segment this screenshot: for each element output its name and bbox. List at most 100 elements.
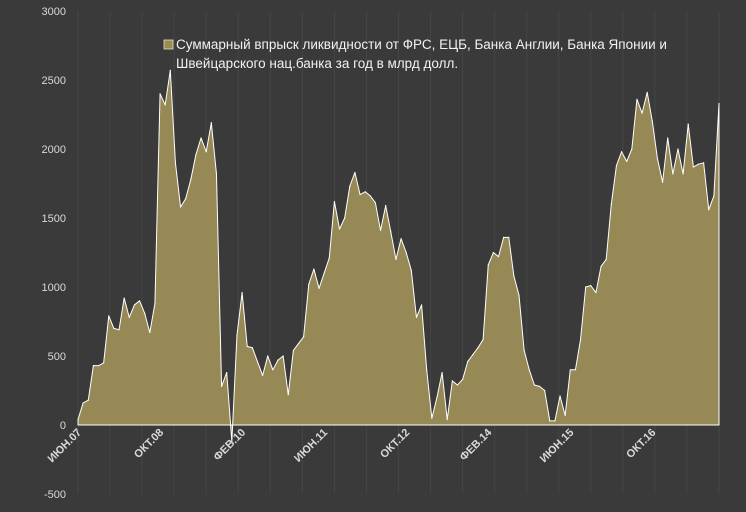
data-point	[379, 229, 382, 232]
data-point	[559, 395, 561, 397]
data-point	[133, 304, 136, 306]
data-point	[718, 102, 720, 105]
data-point	[508, 236, 510, 238]
data-point	[277, 359, 279, 361]
data-point	[205, 151, 207, 153]
data-point	[533, 384, 535, 386]
data-point	[518, 294, 520, 296]
data-point	[672, 173, 674, 175]
data-point	[441, 371, 443, 374]
data-point	[415, 316, 418, 318]
data-point	[431, 417, 433, 419]
data-point	[282, 355, 284, 357]
data-point	[472, 354, 474, 356]
data-point	[503, 236, 505, 238]
data-point	[544, 389, 546, 392]
data-point	[549, 420, 551, 422]
y-tick-label: 500	[48, 351, 66, 363]
data-point	[364, 191, 366, 193]
data-point	[87, 399, 89, 401]
data-point	[677, 148, 679, 150]
data-point	[354, 171, 356, 174]
data-point	[585, 286, 587, 288]
data-point	[426, 369, 428, 371]
legend: Суммарный впрыск ликвидности от ФРС, ЕЦБ…	[163, 37, 667, 71]
data-point	[385, 204, 387, 207]
data-point	[77, 418, 79, 421]
data-point	[400, 238, 402, 240]
y-axis-ticks: 3000 2500 2000 1500 1000 500 0 -500	[42, 6, 66, 501]
data-point	[667, 137, 669, 139]
data-point	[631, 148, 633, 150]
data-point	[359, 193, 361, 196]
data-point	[446, 418, 448, 421]
data-point	[272, 369, 274, 371]
data-point	[195, 153, 197, 156]
data-point	[231, 440, 233, 443]
data-point	[220, 385, 223, 387]
data-point	[687, 123, 689, 125]
data-point	[179, 206, 182, 208]
legend-label: Суммарный впрыск ликвидности от ФРС, ЕЦБ…	[176, 37, 667, 71]
data-point	[646, 91, 648, 94]
data-point	[574, 369, 577, 371]
data-point	[528, 369, 530, 371]
data-point	[303, 336, 305, 338]
data-point	[103, 362, 105, 364]
data-point	[138, 300, 141, 302]
y-tick-label: 1500	[42, 213, 66, 225]
data-point	[682, 173, 684, 175]
data-point	[713, 195, 715, 197]
y-tick-label: 1000	[42, 282, 66, 294]
data-point	[697, 163, 700, 165]
data-point	[456, 384, 459, 386]
data-point	[600, 265, 602, 267]
data-point	[154, 302, 156, 305]
data-point	[313, 268, 315, 270]
data-point	[610, 203, 612, 205]
data-point	[538, 385, 541, 387]
data-point	[297, 342, 300, 345]
data-point	[344, 217, 346, 219]
data-point	[513, 275, 515, 277]
data-point	[159, 93, 161, 95]
data-point	[451, 380, 453, 382]
data-point	[692, 166, 694, 168]
data-point	[564, 414, 566, 416]
data-point	[118, 329, 120, 331]
data-point	[703, 162, 705, 164]
data-point	[236, 334, 238, 336]
y-tick-label: 2000	[42, 144, 66, 156]
data-point	[605, 258, 607, 260]
y-tick-label: 3000	[42, 6, 66, 18]
data-point	[708, 209, 710, 211]
data-point	[554, 420, 556, 422]
data-point	[523, 349, 525, 352]
data-point	[123, 297, 125, 299]
y-tick-label: -500	[44, 489, 66, 501]
data-point	[369, 195, 371, 197]
y-tick-label: 2500	[42, 75, 66, 87]
data-point	[338, 228, 341, 230]
data-point	[656, 158, 659, 160]
data-point	[144, 312, 146, 314]
data-point	[374, 202, 377, 204]
data-point	[595, 291, 597, 294]
data-point	[323, 272, 325, 274]
data-point	[92, 365, 94, 367]
data-point	[256, 360, 259, 363]
data-point	[395, 258, 397, 260]
y-tick-label: 0	[60, 420, 66, 432]
data-point	[641, 112, 643, 114]
data-point	[308, 283, 310, 285]
data-point	[251, 347, 253, 349]
data-point	[390, 231, 392, 233]
data-point	[128, 316, 130, 318]
data-point	[636, 98, 638, 100]
data-point	[169, 69, 171, 71]
data-point	[333, 200, 335, 203]
data-point	[262, 374, 264, 376]
data-point	[82, 402, 84, 404]
data-point	[410, 269, 412, 272]
